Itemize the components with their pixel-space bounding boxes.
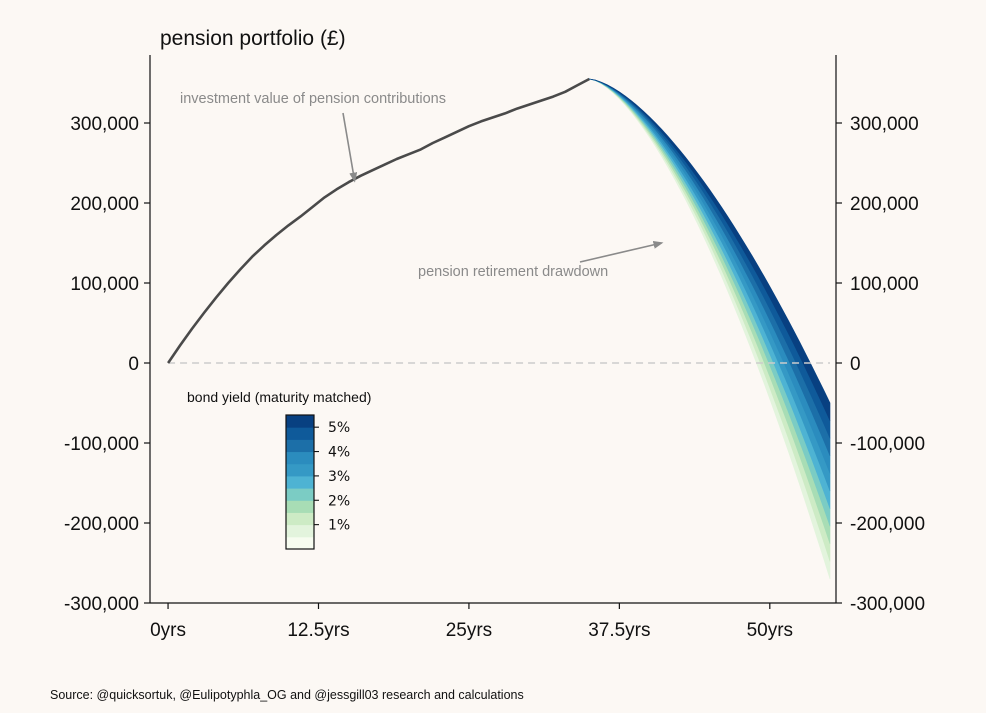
annotation-drawdown-text: pension retirement drawdown: [418, 264, 608, 280]
y-tick-label-right: -200,000: [850, 514, 925, 535]
colorbar-swatch: [286, 488, 314, 501]
colorbar-swatch: [286, 451, 314, 465]
colorbar-swatch: [286, 536, 314, 550]
tick-labels: 300,000 300,000 200,000 200,000 100,000 100,0…: [64, 114, 925, 641]
y-tick-label-left: 200,000: [70, 194, 139, 215]
colorbar-tick-label: 4%: [328, 445, 350, 461]
y-tick-label-left: -300,000: [64, 594, 139, 615]
colorbar-swatch: [286, 463, 314, 477]
y-tick-label-left: 100,000: [70, 274, 139, 295]
colorbar-swatch: [286, 427, 314, 440]
x-tick-label: 0yrs: [150, 620, 186, 641]
annotation-drawdown-arrow: [579, 240, 664, 263]
y-tick-label-right: -300,000: [850, 594, 925, 615]
drawdown-band-10: [589, 78, 831, 421]
colorbar-swatch: [286, 512, 314, 526]
y-tick-label-right: 0: [850, 354, 861, 375]
colorbar-swatch: [286, 500, 314, 513]
drawdown-bands: [589, 78, 831, 580]
annotation-contributions-arrow: [342, 112, 358, 183]
colorbar-swatch: [286, 415, 314, 428]
y-tick-label-left: 0: [128, 354, 139, 375]
x-tick-label: 25yrs: [446, 620, 492, 641]
colorbar-swatch: [286, 439, 314, 453]
y-tick-label-left: -100,000: [64, 434, 139, 455]
y-tick-label-right: 200,000: [850, 194, 919, 215]
x-tick-label: 37.5yrs: [588, 620, 650, 641]
source-note: Source: @quicksortuk, @Eulipotyphla_OG a…: [50, 688, 524, 702]
colorbar-tick-label: 2%: [328, 493, 350, 509]
x-tick-label: 50yrs: [747, 620, 793, 641]
colorbar-tick-label: 5%: [328, 420, 350, 436]
colorbar-title: bond yield (maturity matched): [187, 389, 371, 405]
annotation-contributions-text: investment value of pension contribution…: [180, 91, 446, 107]
y-tick-label-left: -200,000: [64, 514, 139, 535]
colorbar: bond yield (maturity matched) 1% 2% 3% 4% 5%: [187, 389, 371, 550]
y-tick-label-left: 300,000: [70, 114, 139, 135]
y-tick-label-right: 300,000: [850, 114, 919, 135]
colorbar-swatch: [286, 475, 314, 489]
y-tick-label-right: -100,000: [850, 434, 925, 455]
colorbar-tick-label: 1%: [328, 518, 350, 534]
colorbar-frame: [285, 414, 315, 550]
axes: [144, 55, 842, 609]
annotations: investment value of pension contribution…: [180, 91, 664, 280]
colorbar-swatch: [286, 524, 314, 538]
accumulation-line: [167, 77, 590, 364]
colorbar-tick-label: 3%: [328, 469, 350, 485]
x-tick-label: 12.5yrs: [287, 620, 349, 641]
y-tick-label-right: 100,000: [850, 274, 919, 295]
chart-title: pension portfolio (£): [160, 27, 346, 50]
